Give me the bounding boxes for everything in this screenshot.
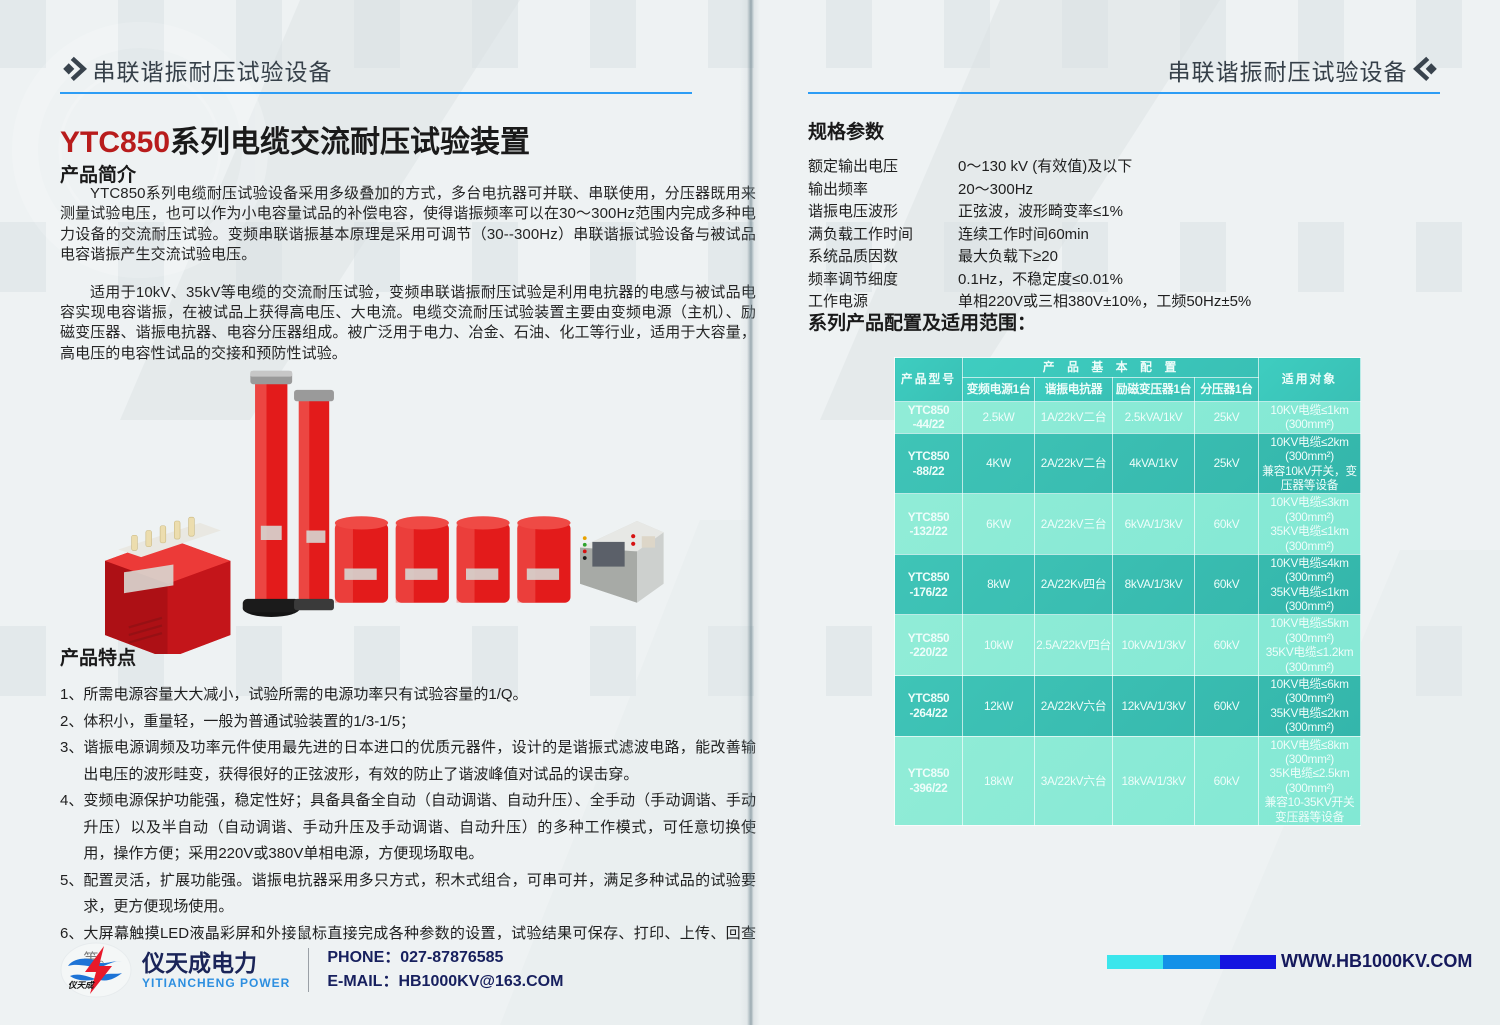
svg-text:仪天成: 仪天成 [68,980,95,990]
